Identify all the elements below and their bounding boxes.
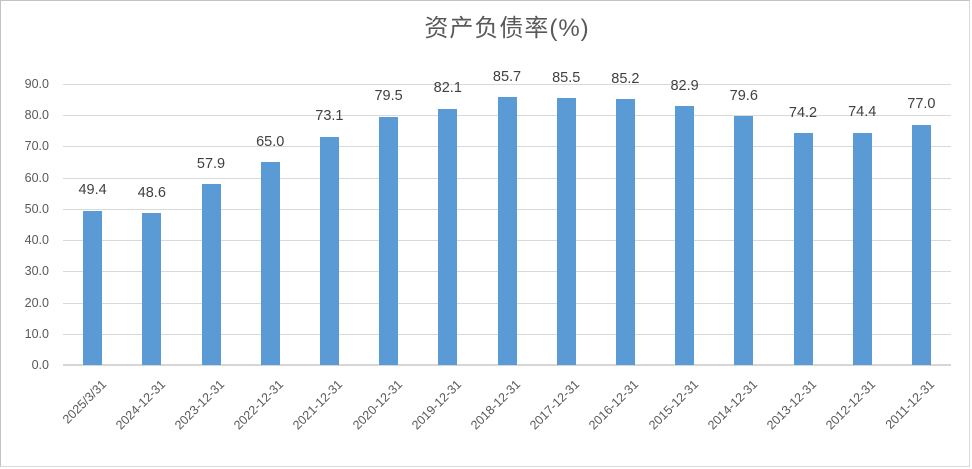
data-label: 74.2 (788, 104, 818, 121)
x-tick-label: 2018-12-31 (468, 377, 524, 433)
x-tick-label: 2025/3/31 (59, 377, 109, 427)
bar-2012-12-31 (852, 132, 872, 365)
x-tick-label: 2022-12-31 (231, 377, 287, 433)
y-tick-label: 0.0 (31, 358, 49, 372)
y-tick-label: 50.0 (24, 201, 49, 216)
x-tick-label: 2014-12-31 (704, 377, 760, 433)
data-label: 82.1 (433, 80, 462, 97)
x-tick-label: 2015-12-31 (645, 377, 701, 433)
bar-2022-12-31 (260, 162, 280, 365)
bar-2021-12-31 (319, 136, 339, 365)
bar-2019-12-31 (438, 108, 458, 365)
x-axis-line (63, 364, 951, 366)
bar-2016-12-31 (615, 99, 635, 365)
x-tick-label: 2011-12-31 (883, 377, 938, 432)
data-label: 77.0 (907, 96, 936, 113)
bar-2013-12-31 (793, 133, 813, 365)
bar-2014-12-31 (734, 116, 754, 365)
data-label: 82.9 (670, 77, 699, 94)
bar-2024-12-31 (142, 213, 162, 365)
data-label: 49.4 (78, 182, 107, 199)
x-tick-label: 2020-12-31 (349, 377, 405, 433)
data-label: 79.6 (729, 87, 758, 104)
bar-2015-12-31 (675, 106, 695, 365)
x-tick-label: 2019-12-31 (408, 377, 464, 433)
x-tick-label: 2013-12-31 (764, 377, 820, 433)
bar-2025/3/31 (83, 210, 103, 365)
bar-2023-12-31 (201, 184, 221, 365)
gridline (63, 84, 951, 85)
data-label: 57.9 (196, 155, 226, 172)
y-tick-label: 40.0 (24, 233, 49, 248)
data-label: 48.6 (137, 184, 166, 201)
y-tick-label: 60.0 (24, 170, 49, 185)
y-tick-label: 10.0 (24, 326, 49, 341)
bar-2020-12-31 (379, 116, 399, 365)
x-tick-label: 2016-12-31 (586, 377, 642, 433)
x-tick-label: 2024-12-31 (112, 377, 168, 433)
data-label: 85.7 (492, 68, 522, 85)
data-label: 73.1 (315, 108, 344, 125)
x-tick-label: 2012-12-31 (823, 377, 879, 433)
data-label: 79.5 (374, 88, 403, 105)
data-label: 85.2 (611, 70, 640, 87)
data-label: 74.4 (848, 104, 877, 121)
chart-title: 资产负债率(%) (424, 15, 590, 42)
data-label: 65.0 (256, 133, 285, 150)
y-tick-label: 80.0 (24, 108, 49, 123)
bar-2017-12-31 (556, 98, 576, 365)
x-tick-label: 2021-12-31 (290, 377, 346, 433)
y-tick-label: 30.0 (24, 264, 49, 279)
y-tick-label: 20.0 (24, 295, 49, 310)
x-tick-label: 2023-12-31 (172, 377, 228, 433)
x-tick-label: 2017-12-31 (527, 377, 583, 433)
bar-2011-12-31 (911, 124, 931, 365)
y-tick-label: 70.0 (24, 139, 49, 154)
plot-area: 49.4 48.6 57.9 65.0 73.1 79.5 82.1 85.7 85.5 85.2… (63, 70, 951, 366)
bar-2018-12-31 (497, 97, 517, 365)
data-label: 85.5 (552, 69, 581, 86)
y-tick-label: 90.0 (24, 77, 49, 91)
